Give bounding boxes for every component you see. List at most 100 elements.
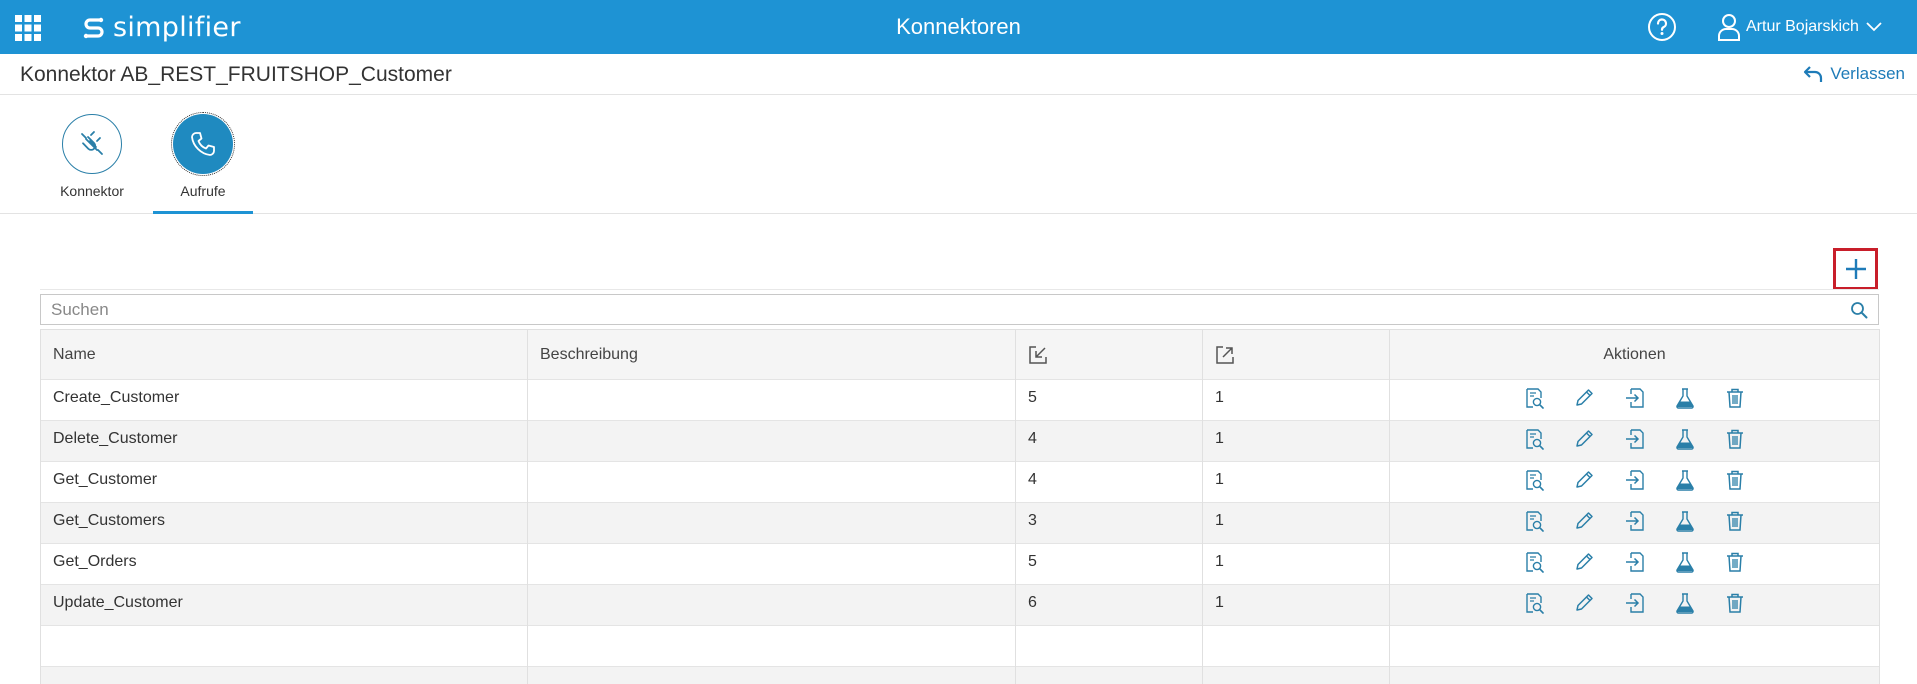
add-call-button[interactable] bbox=[1833, 248, 1878, 290]
cell-description bbox=[527, 420, 1016, 462]
edit-icon[interactable] bbox=[1573, 510, 1595, 532]
test-flask-icon[interactable] bbox=[1674, 469, 1696, 491]
cell-outputs: 1 bbox=[1202, 379, 1390, 421]
cell-outputs: 1 bbox=[1202, 461, 1390, 503]
active-tab-indicator bbox=[153, 211, 253, 214]
table-row[interactable]: Get_Customers 3 1 bbox=[40, 502, 1880, 544]
table-header-row: Name Beschreibung Aktionen bbox=[40, 329, 1880, 380]
tab-aufrufe-circle bbox=[171, 112, 235, 176]
edit-icon[interactable] bbox=[1573, 592, 1595, 614]
edit-icon[interactable] bbox=[1573, 387, 1595, 409]
table-row[interactable]: Get_Orders 5 1 bbox=[40, 543, 1880, 585]
cell-outputs: 1 bbox=[1202, 502, 1390, 544]
test-flask-icon[interactable] bbox=[1674, 428, 1696, 450]
test-flask-icon[interactable] bbox=[1674, 387, 1696, 409]
cell-name: Get_Customer bbox=[40, 461, 528, 503]
tab-aufrufe-label: Aufrufe bbox=[180, 183, 226, 199]
test-flask-icon[interactable] bbox=[1674, 551, 1696, 573]
tab-aufrufe[interactable]: Aufrufe bbox=[153, 96, 253, 214]
app-grid-icon[interactable] bbox=[15, 15, 41, 41]
search-input[interactable] bbox=[41, 295, 1831, 324]
test-flask-icon[interactable] bbox=[1674, 592, 1696, 614]
edit-icon[interactable] bbox=[1573, 469, 1595, 491]
cell-outputs: 1 bbox=[1202, 420, 1390, 462]
logo-text: simplifier bbox=[113, 11, 241, 43]
search-icon[interactable] bbox=[1850, 301, 1868, 319]
cell-description bbox=[527, 461, 1016, 503]
phone-icon bbox=[191, 132, 215, 156]
input-params-icon bbox=[1029, 345, 1047, 364]
cell-actions bbox=[1389, 625, 1880, 667]
table-row[interactable]: Create_Customer 5 1 bbox=[40, 379, 1880, 421]
simplifier-logo[interactable]: simplifier bbox=[80, 10, 241, 44]
edit-icon[interactable] bbox=[1573, 551, 1595, 573]
page-title: Konnektor AB_REST_FRUITSHOP_Customer bbox=[20, 63, 452, 86]
table-row-empty bbox=[40, 666, 1880, 684]
edit-icon[interactable] bbox=[1573, 428, 1595, 450]
delete-icon[interactable] bbox=[1724, 551, 1746, 573]
delete-icon[interactable] bbox=[1724, 428, 1746, 450]
cell-actions bbox=[1389, 502, 1880, 544]
cell-name: Delete_Customer bbox=[40, 420, 528, 462]
cell-name: Create_Customer bbox=[40, 379, 528, 421]
delete-icon[interactable] bbox=[1724, 387, 1746, 409]
help-icon[interactable] bbox=[1647, 12, 1677, 42]
delete-icon[interactable] bbox=[1724, 592, 1746, 614]
table-row-empty bbox=[40, 625, 1880, 667]
column-header-name[interactable]: Name bbox=[40, 329, 528, 380]
user-menu[interactable]: Artur Bojarskich bbox=[1718, 10, 1888, 44]
table-row[interactable]: Delete_Customer 4 1 bbox=[40, 420, 1880, 462]
test-flask-icon[interactable] bbox=[1674, 510, 1696, 532]
table-row[interactable]: Get_Customer 4 1 bbox=[40, 461, 1880, 503]
details-icon[interactable] bbox=[1523, 387, 1545, 409]
cell-description bbox=[527, 625, 1016, 667]
cell-description bbox=[527, 379, 1016, 421]
cell-inputs bbox=[1015, 666, 1203, 684]
cell-inputs: 5 bbox=[1015, 379, 1203, 421]
logo-icon bbox=[83, 17, 104, 39]
leave-label: Verlassen bbox=[1830, 64, 1905, 83]
cell-outputs: 1 bbox=[1202, 584, 1390, 626]
tab-konnektor[interactable]: Konnektor bbox=[42, 96, 142, 214]
cell-inputs: 4 bbox=[1015, 420, 1203, 462]
cell-name: Get_Orders bbox=[40, 543, 528, 585]
import-icon[interactable] bbox=[1624, 428, 1646, 450]
cell-actions bbox=[1389, 666, 1880, 684]
cell-description bbox=[527, 543, 1016, 585]
plug-icon bbox=[81, 131, 103, 155]
import-icon[interactable] bbox=[1624, 387, 1646, 409]
import-icon[interactable] bbox=[1624, 592, 1646, 614]
import-icon[interactable] bbox=[1624, 551, 1646, 573]
column-header-inputs[interactable] bbox=[1015, 329, 1203, 380]
cell-actions bbox=[1389, 379, 1880, 421]
cell-inputs: 5 bbox=[1015, 543, 1203, 585]
top-bar: simplifier Konnektoren Artur Bojarskich bbox=[0, 0, 1917, 54]
chevron-down-icon bbox=[1866, 22, 1882, 32]
title-row: Konnektor AB_REST_FRUITSHOP_Customer Ver… bbox=[0, 54, 1917, 95]
delete-icon[interactable] bbox=[1724, 510, 1746, 532]
cell-description bbox=[527, 502, 1016, 544]
details-icon[interactable] bbox=[1523, 469, 1545, 491]
toolbar-divider bbox=[40, 289, 1879, 290]
import-icon[interactable] bbox=[1624, 469, 1646, 491]
import-icon[interactable] bbox=[1624, 510, 1646, 532]
delete-icon[interactable] bbox=[1724, 469, 1746, 491]
search-box bbox=[40, 294, 1879, 325]
details-icon[interactable] bbox=[1523, 592, 1545, 614]
column-header-description[interactable]: Beschreibung bbox=[527, 329, 1016, 380]
cell-actions bbox=[1389, 543, 1880, 585]
plus-icon bbox=[1845, 259, 1866, 279]
details-icon[interactable] bbox=[1523, 510, 1545, 532]
table-row[interactable]: Update_Customer 6 1 bbox=[40, 584, 1880, 626]
tab-bar: Konnektor Aufrufe bbox=[0, 96, 1917, 214]
user-icon bbox=[1718, 14, 1740, 41]
cell-outputs bbox=[1202, 666, 1390, 684]
cell-inputs: 3 bbox=[1015, 502, 1203, 544]
column-header-actions: Aktionen bbox=[1389, 329, 1880, 380]
leave-button[interactable]: Verlassen bbox=[1803, 64, 1905, 84]
details-icon[interactable] bbox=[1523, 551, 1545, 573]
details-icon[interactable] bbox=[1523, 428, 1545, 450]
column-header-outputs[interactable] bbox=[1202, 329, 1390, 380]
cell-outputs bbox=[1202, 625, 1390, 667]
back-arrow-icon bbox=[1804, 66, 1823, 82]
